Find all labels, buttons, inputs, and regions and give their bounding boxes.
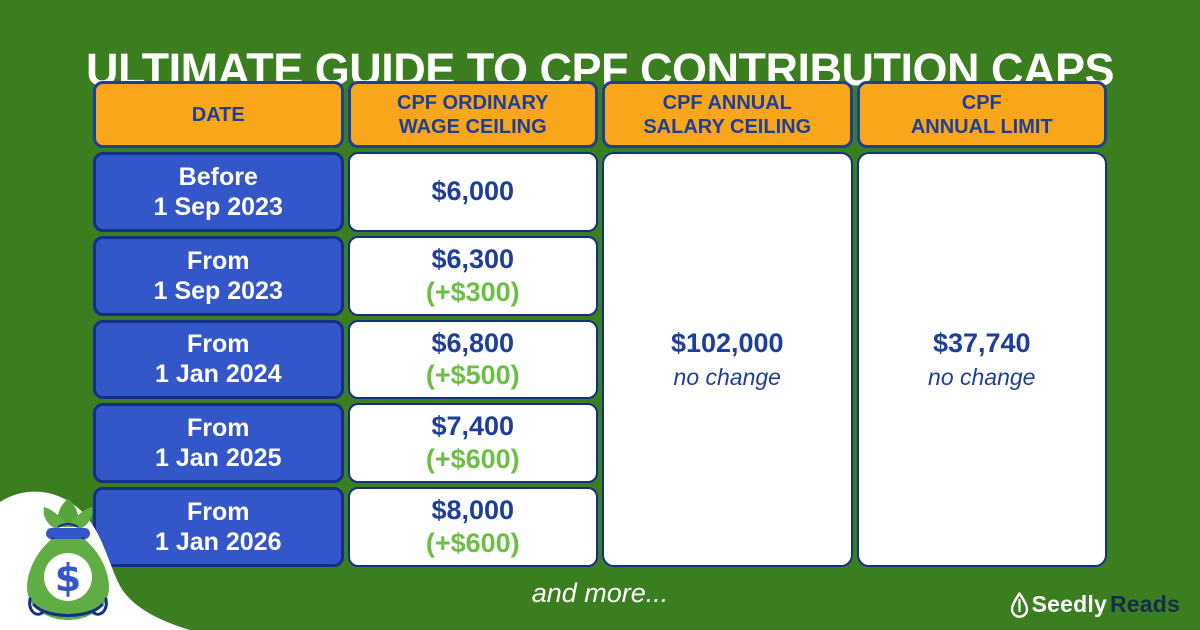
wage-ceiling-value: $8,000 [431, 495, 515, 526]
date-line: 1 Jan 2024 [155, 360, 282, 389]
column-header: DATE [93, 81, 344, 148]
wage-ceiling-cell: $7,400 (+$600) [347, 403, 598, 484]
brand-name-primary: Seedly [1031, 591, 1107, 617]
column-header-line: CPF [961, 91, 1002, 114]
annual-limit-cell: $37,740 no change [856, 152, 1107, 567]
date-cell: From 1 Jan 2026 [93, 487, 344, 567]
date-line: 1 Jan 2026 [155, 528, 282, 557]
column-header-line: ANNUAL LIMIT [910, 115, 1053, 138]
column-header-line: CPF ORDINARY [397, 91, 549, 114]
brand-logo: Seedly Reads [1010, 591, 1180, 618]
wage-ceiling-change: (+$600) [425, 444, 520, 475]
date-cell: Before 1 Sep 2023 [93, 152, 344, 232]
wage-ceiling-change: (+$300) [425, 276, 520, 307]
column-header: CPF ANNUAL SALARY CEILING [602, 81, 853, 148]
column-header-line: SALARY CEILING [643, 115, 812, 138]
annual-limit-note: no change [928, 364, 1036, 390]
column-header-line: WAGE CEILING [398, 115, 547, 138]
cpf-table: $102,000 no change $37,740 no change DAT… [93, 81, 1107, 567]
annual-limit-value: $37,740 [932, 328, 1031, 358]
wage-ceiling-change: (+$600) [425, 528, 520, 559]
footer-note: and more... [531, 578, 669, 608]
annual-salary-ceiling-cell: $102,000 no change [602, 152, 853, 567]
date-line: 1 Sep 2023 [153, 276, 283, 305]
money-bag-icon: $ [27, 499, 109, 620]
svg-text:$: $ [55, 556, 81, 600]
annual-salary-ceiling-value: $102,000 [670, 328, 784, 358]
date-cell: From 1 Jan 2024 [93, 319, 344, 400]
wage-ceiling-cell: $8,000 (+$600) [347, 487, 598, 567]
date-line: 1 Sep 2023 [153, 192, 283, 221]
date-line: From [187, 414, 250, 443]
wage-ceiling-value: $6,300 [431, 243, 515, 274]
wage-ceiling-value: $6,000 [431, 176, 515, 207]
wage-ceiling-change: (+$500) [425, 360, 520, 391]
wage-ceiling-cell: $6,000 [347, 152, 598, 232]
seedly-leaf-icon [1010, 591, 1028, 618]
date-cell: From 1 Sep 2023 [93, 235, 344, 316]
wage-ceiling-value: $7,400 [431, 411, 515, 442]
annual-salary-ceiling-note: no change [673, 364, 781, 390]
column-header-line: DATE [191, 103, 245, 126]
wage-ceiling-value: $6,800 [431, 327, 515, 358]
brand-name-secondary: Reads [1109, 591, 1180, 617]
date-cell: From 1 Jan 2025 [93, 403, 344, 484]
date-line: From [187, 246, 250, 275]
column-header-line: CPF ANNUAL [662, 91, 792, 114]
column-header: CPF ANNUAL LIMIT [856, 81, 1107, 148]
date-line: From [187, 498, 250, 527]
date-line: Before [178, 162, 258, 191]
column-header: CPF ORDINARY WAGE CEILING [347, 81, 598, 148]
date-line: From [187, 330, 250, 359]
wage-ceiling-cell: $6,800 (+$500) [347, 319, 598, 400]
date-line: 1 Jan 2025 [155, 444, 282, 473]
wage-ceiling-cell: $6,300 (+$300) [347, 235, 598, 316]
